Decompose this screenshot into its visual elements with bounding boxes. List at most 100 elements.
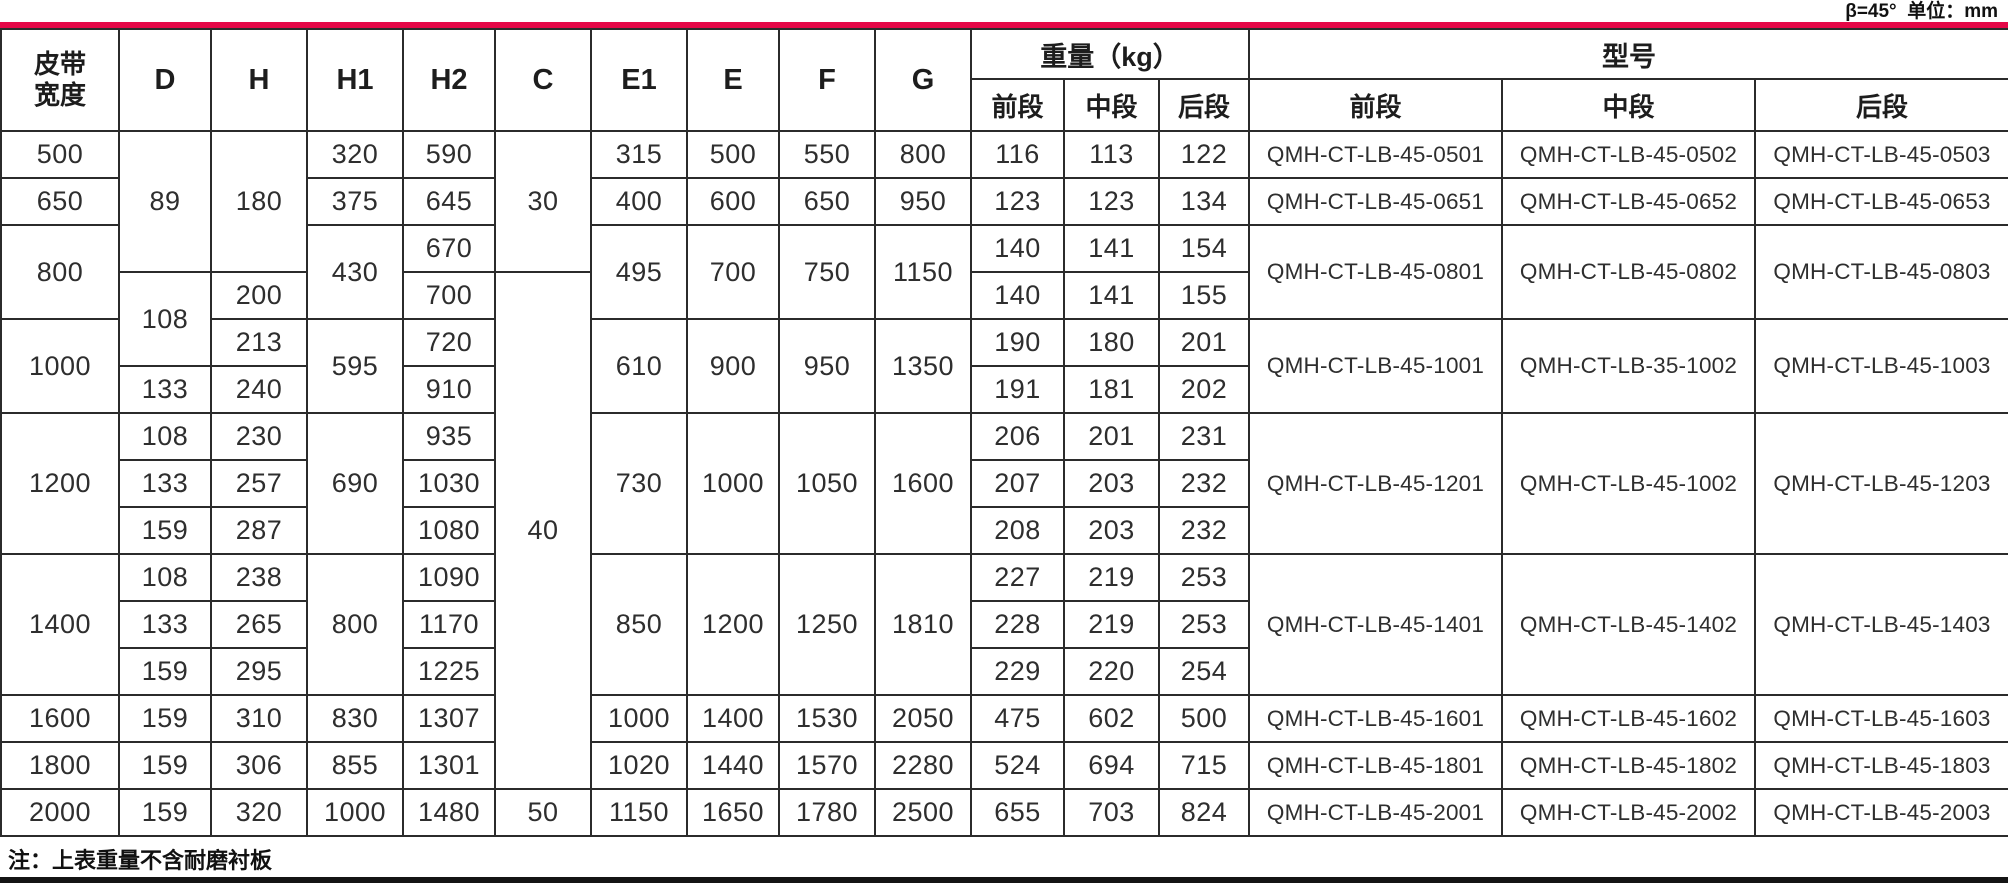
cell-model-front: QMH-CT-LB-45-0501 bbox=[1248, 130, 1503, 179]
cell-weight-front: 116 bbox=[970, 130, 1065, 179]
cell-C: 40 bbox=[494, 271, 592, 790]
col-header-E: E bbox=[686, 28, 780, 132]
cell-G: 2050 bbox=[874, 694, 972, 743]
cell-H1: 430 bbox=[306, 224, 404, 320]
sub-header-weight-rear: 后段 bbox=[1158, 78, 1250, 132]
cell-model-middle: QMH-CT-LB-45-0652 bbox=[1501, 177, 1756, 226]
cell-model-rear: QMH-CT-LB-45-2003 bbox=[1753, 788, 2008, 837]
cell-C: 30 bbox=[494, 130, 592, 273]
cell-weight-front: 229 bbox=[970, 647, 1065, 696]
cell-H1: 595 bbox=[306, 318, 404, 414]
cell-model-rear: QMH-CT-LB-45-1003 bbox=[1753, 318, 2008, 414]
cell-weight-middle: 180 bbox=[1063, 318, 1160, 367]
cell-belt-width: 1000 bbox=[0, 318, 120, 414]
cell-E1: 1020 bbox=[590, 741, 688, 790]
cell-model-rear: QMH-CT-LB-45-1603 bbox=[1753, 694, 2008, 743]
cell-H: 180 bbox=[210, 130, 308, 273]
cell-H2: 1030 bbox=[402, 459, 496, 508]
cell-weight-middle: 141 bbox=[1063, 224, 1160, 273]
cell-G: 2280 bbox=[874, 741, 972, 790]
cell-D: 133 bbox=[118, 459, 212, 508]
cell-E1: 730 bbox=[590, 412, 688, 555]
cell-H: 200 bbox=[210, 271, 308, 320]
table-row: 159 295 1225 229 220 254 bbox=[1, 647, 2008, 696]
cell-E1: 1000 bbox=[590, 694, 688, 743]
cell-F: 1780 bbox=[778, 788, 876, 837]
cell-model-middle: QMH-CT-LB-45-1602 bbox=[1501, 694, 1756, 743]
cell-H2: 590 bbox=[402, 130, 496, 179]
cell-F: 1570 bbox=[778, 741, 876, 790]
cell-weight-front: 191 bbox=[970, 365, 1065, 414]
cell-H: 240 bbox=[210, 365, 308, 414]
cell-model-rear: QMH-CT-LB-45-0803 bbox=[1753, 224, 2008, 320]
table-row: 2000 159 320 1000 1480 50 1150 1650 1780 2500 655 7… bbox=[0, 788, 2008, 837]
cell-model-rear: QMH-CT-LB-45-1403 bbox=[1753, 553, 2008, 696]
units-note: β=45° 单位：mm bbox=[1845, 1, 1998, 22]
cell-weight-rear: 201 bbox=[1158, 318, 1250, 367]
cell-E: 1000 bbox=[686, 412, 780, 555]
table-row: 1600 159 310 830 1307 1000 1400 1530 2050 475 602 5… bbox=[0, 694, 2008, 743]
cell-model-front: QMH-CT-LB-45-0651 bbox=[1248, 177, 1503, 226]
cell-weight-middle: 220 bbox=[1063, 647, 1160, 696]
cell-E: 1650 bbox=[686, 788, 780, 837]
cell-H1: 320 bbox=[306, 130, 404, 179]
cell-weight-rear: 154 bbox=[1158, 224, 1250, 273]
cell-G: 950 bbox=[874, 177, 972, 226]
cell-weight-middle: 113 bbox=[1063, 130, 1160, 179]
cell-weight-front: 206 bbox=[970, 412, 1065, 461]
cell-H2: 1307 bbox=[402, 694, 496, 743]
cell-H2: 1090 bbox=[402, 553, 496, 602]
cell-weight-front: 524 bbox=[970, 741, 1065, 790]
cell-weight-middle: 602 bbox=[1063, 694, 1160, 743]
cell-F: 650 bbox=[778, 177, 876, 226]
cell-model-front: QMH-CT-LB-45-1401 bbox=[1248, 553, 1503, 696]
cell-model-rear: QMH-CT-LB-45-1203 bbox=[1753, 412, 2008, 555]
table-row: 133 257 1030 207 203 232 bbox=[1, 459, 2008, 508]
cell-H: 295 bbox=[210, 647, 308, 696]
cell-belt-width: 1600 bbox=[0, 694, 120, 743]
col-header-H2: H2 bbox=[402, 28, 496, 132]
cell-D: 133 bbox=[118, 600, 212, 649]
cell-weight-rear: 232 bbox=[1158, 459, 1250, 508]
cell-F: 550 bbox=[778, 130, 876, 179]
cell-E: 600 bbox=[686, 177, 780, 226]
table-header: 皮带 宽度 D H H1 H2 C E1 E F G 重量（kg） 型号 前段 中段 后段 前段 中段 后段 bbox=[0, 28, 2008, 132]
cell-H: 265 bbox=[210, 600, 308, 649]
table-row: 650 375 645 400 600 650 950 123 123 134 QMH-CT-LB-… bbox=[0, 177, 2008, 226]
col-header-H: H bbox=[210, 28, 308, 132]
cell-E: 1440 bbox=[686, 741, 780, 790]
cell-H1: 375 bbox=[306, 177, 404, 226]
cell-model-rear: QMH-CT-LB-45-1803 bbox=[1753, 741, 2008, 790]
cell-model-middle: QMH-CT-LB-45-1802 bbox=[1501, 741, 1756, 790]
spec-table: 皮带 宽度 D H H1 H2 C E1 E F G 重量（kg） 型号 前段 中段 后段 前段 中段 后段 50… bbox=[0, 28, 2008, 837]
cell-H2: 1301 bbox=[402, 741, 496, 790]
cell-F: 1530 bbox=[778, 694, 876, 743]
table-row: 1200 108 230 690 935 730 1000 1050 1600 206 201 231… bbox=[0, 412, 2008, 555]
table-row: 133 240 910 191 181 202 bbox=[1, 365, 2008, 414]
cell-H1: 690 bbox=[306, 412, 404, 555]
cell-G: 1350 bbox=[874, 318, 972, 414]
cell-G: 1600 bbox=[874, 412, 972, 555]
cell-C: 50 bbox=[494, 788, 592, 837]
table-row: 108 200 700 40 140 141 155 bbox=[1, 271, 2008, 790]
cell-weight-middle: 123 bbox=[1063, 177, 1160, 226]
cell-G: 1810 bbox=[874, 553, 972, 696]
cell-weight-front: 190 bbox=[970, 318, 1065, 367]
cell-D: 89 bbox=[118, 130, 212, 273]
cell-D: 108 bbox=[118, 271, 212, 367]
cell-G: 800 bbox=[874, 130, 972, 179]
bottom-rule bbox=[0, 877, 2008, 883]
sub-header-weight-middle: 中段 bbox=[1063, 78, 1160, 132]
cell-H1: 1000 bbox=[306, 788, 404, 837]
cell-weight-front: 208 bbox=[970, 506, 1065, 555]
cell-G: 1150 bbox=[874, 224, 972, 320]
cell-D: 108 bbox=[118, 412, 212, 461]
cell-D: 159 bbox=[118, 694, 212, 743]
cell-weight-rear: 232 bbox=[1158, 506, 1250, 555]
table-row: 1000 213 595 720 610 900 950 1350 190 180 201 QMH-C… bbox=[0, 318, 2008, 414]
cell-H: 310 bbox=[210, 694, 308, 743]
cell-E1: 850 bbox=[590, 553, 688, 696]
cell-weight-rear: 253 bbox=[1158, 553, 1250, 602]
cell-E1: 610 bbox=[590, 318, 688, 414]
cell-belt-width: 800 bbox=[0, 224, 120, 320]
